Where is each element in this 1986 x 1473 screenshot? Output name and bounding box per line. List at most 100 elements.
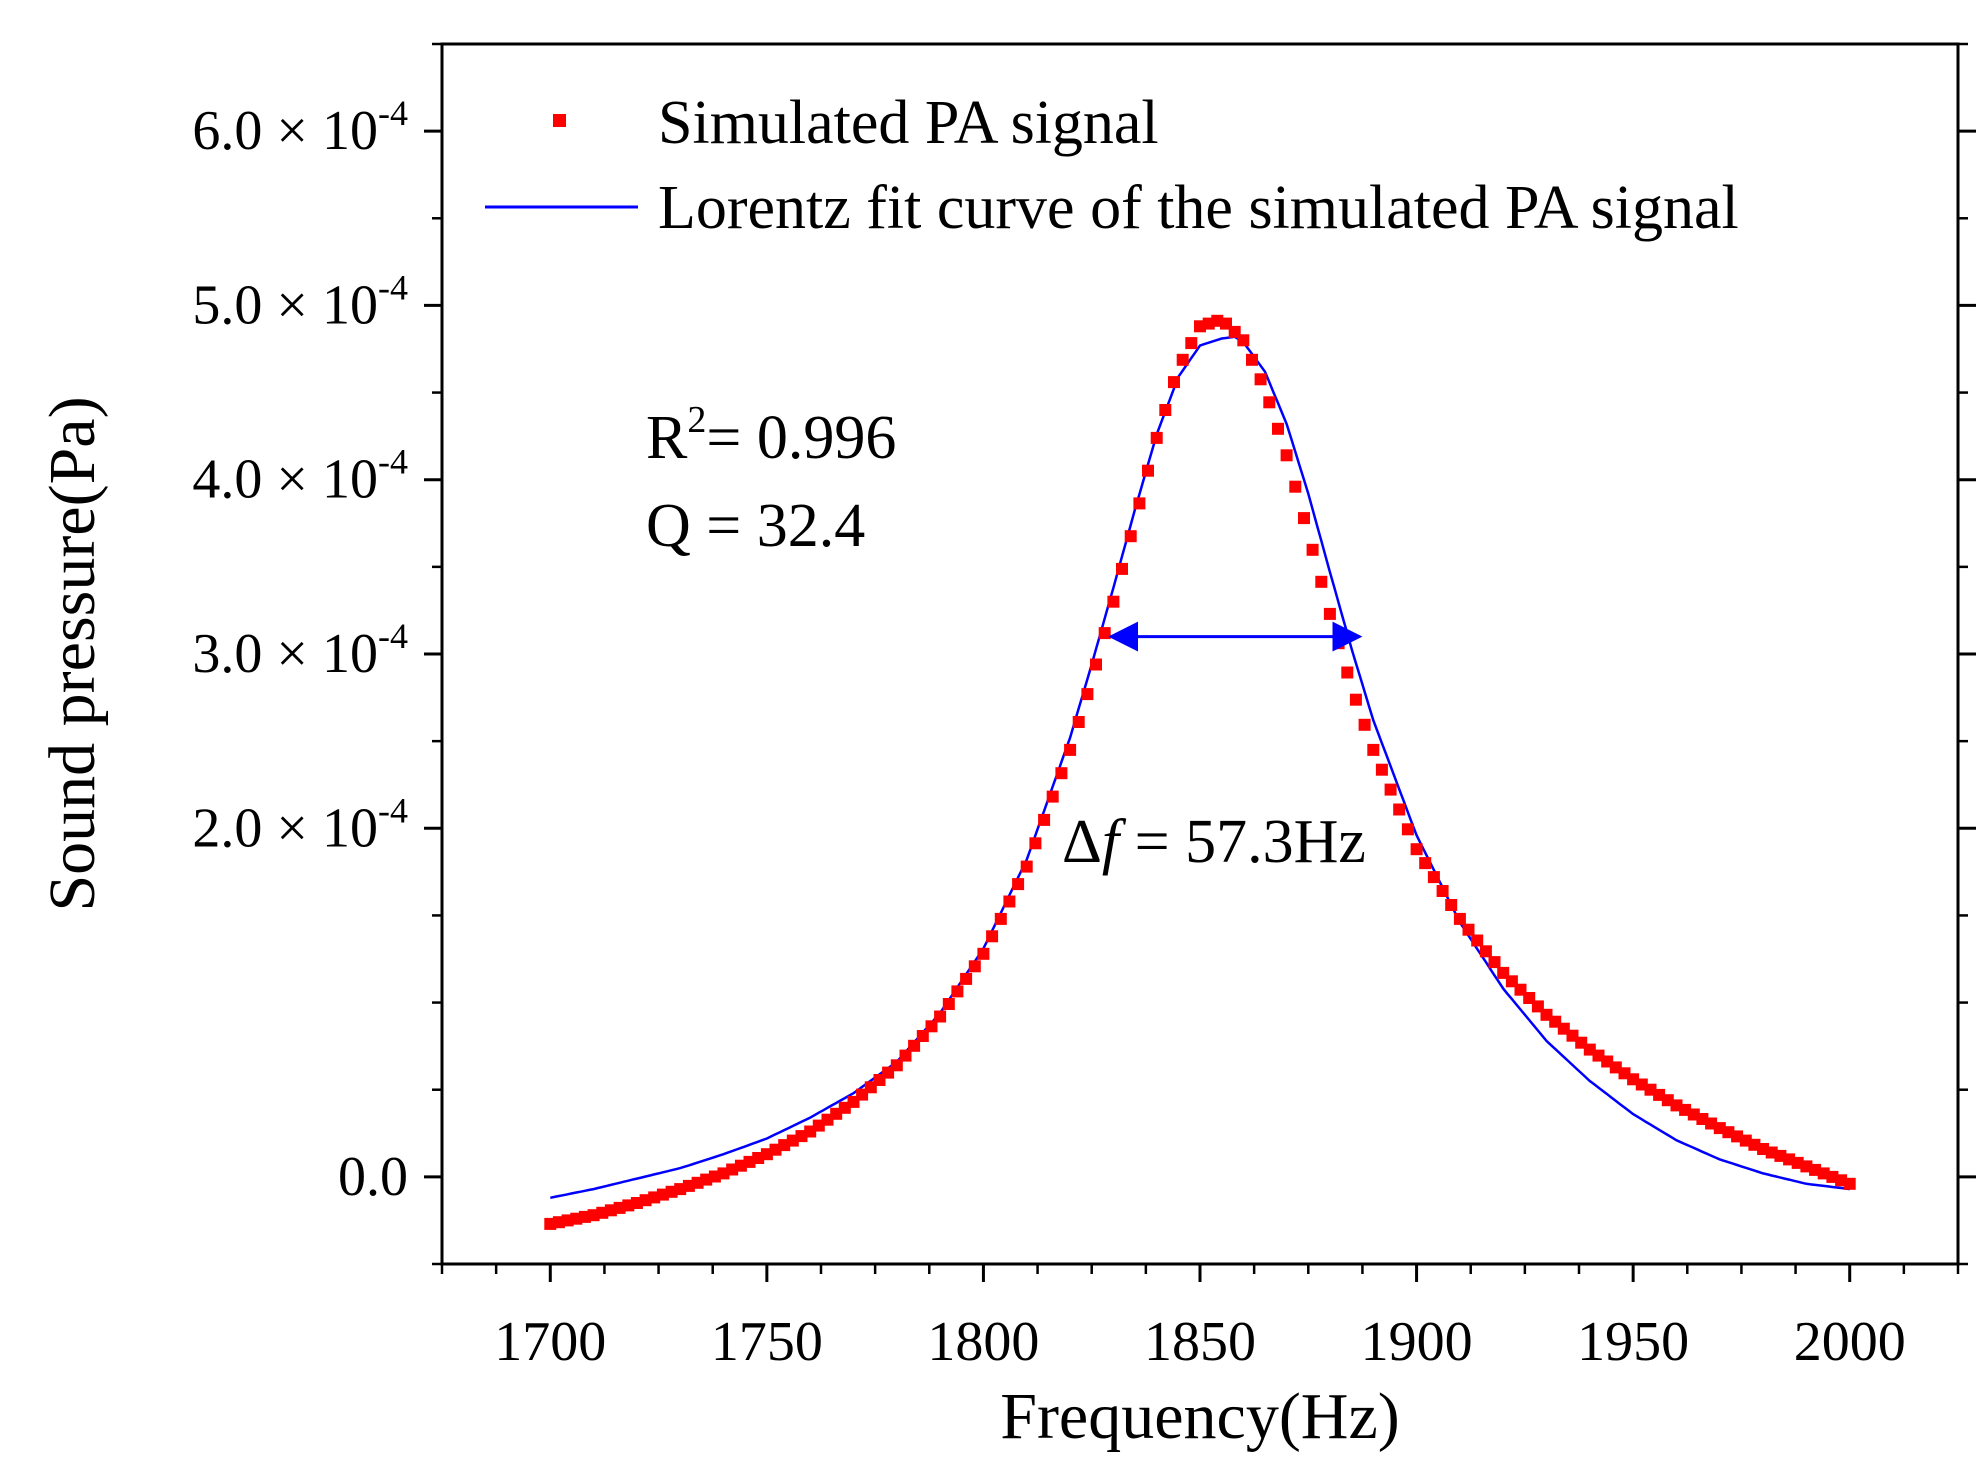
simulated-point <box>1332 637 1345 650</box>
simulated-point <box>1349 693 1362 706</box>
simulated-point <box>1159 404 1172 416</box>
simulated-point <box>908 1039 921 1052</box>
simulated-point <box>1176 353 1189 366</box>
y-tick-label: 3.0 × 10-4 <box>192 616 408 685</box>
simulated-point <box>1375 763 1388 776</box>
simulated-point <box>1107 595 1120 608</box>
y-tick-label: 2.0 × 10-4 <box>192 790 408 859</box>
simulated-point <box>1384 783 1397 796</box>
r2-letter: R <box>646 404 688 472</box>
simulated-point <box>1098 627 1111 640</box>
r2-value: = 0.996 <box>706 404 896 472</box>
simulated-point <box>1090 658 1102 671</box>
simulated-point <box>1843 1177 1856 1190</box>
ticks-layer: 1700 1750 1800 1850 1900 1950 2000 0.0 2.0 × 10-… <box>192 42 1976 1373</box>
simulated-point <box>1237 334 1250 347</box>
simulated-point <box>1124 530 1137 543</box>
x-tick-label: 1950 <box>1577 1311 1689 1373</box>
simulated-point <box>1064 743 1077 756</box>
delta-f-annotation: Δf = 57.3Hz <box>1062 808 1366 876</box>
simulated-point <box>960 972 973 985</box>
y-tick-label: 5.0 × 10-4 <box>192 267 408 336</box>
simulated-point <box>890 1059 903 1072</box>
simulated-point <box>1462 923 1475 936</box>
simulated-point <box>1298 512 1310 525</box>
legend-marker-simulated <box>553 114 566 127</box>
simulated-point <box>1012 878 1025 891</box>
simulated-point <box>1046 790 1059 803</box>
simulated-point <box>1401 823 1414 836</box>
simulated-point <box>1315 575 1328 588</box>
simulated-point <box>1272 422 1284 435</box>
simulated-point <box>916 1030 929 1042</box>
simulated-point <box>934 1010 947 1023</box>
simulated-point <box>986 930 999 943</box>
x-tick-label: 2000 <box>1794 1311 1906 1373</box>
simulated-point <box>994 912 1007 925</box>
simulated-point <box>1549 1015 1562 1028</box>
simulated-point <box>1142 464 1154 477</box>
simulated-point <box>1367 743 1380 756</box>
x-tick-label: 1900 <box>1361 1311 1473 1373</box>
simulated-point <box>1003 895 1016 908</box>
y-axis-title: Sound pressure(Pa) <box>36 396 109 911</box>
simulated-point <box>925 1020 938 1033</box>
x-tick-label: 1850 <box>1144 1311 1256 1373</box>
simulated-point <box>1254 373 1267 386</box>
simulated-point <box>1081 688 1094 701</box>
q-annotation: Q = 32.4 <box>646 492 865 560</box>
simulated-point <box>951 985 964 998</box>
simulated-point <box>1029 837 1042 850</box>
simulated-point <box>1341 666 1354 679</box>
simulated-point <box>1133 497 1146 510</box>
simulated-point <box>1453 912 1466 925</box>
simulated-point <box>1479 945 1492 958</box>
simulated-point <box>1471 934 1484 947</box>
simulated-point <box>1393 803 1406 816</box>
x-axis-title: Frequency(Hz) <box>1000 1380 1399 1453</box>
simulated-point <box>1427 871 1440 884</box>
simulated-point <box>1168 376 1180 389</box>
y-tick-label: 6.0 × 10-4 <box>192 93 408 162</box>
simulated-point <box>1055 767 1068 780</box>
simulated-point <box>942 998 955 1010</box>
legend-label-simulated: Simulated PA signal <box>658 89 1159 157</box>
simulated-point <box>1246 353 1258 366</box>
x-tick-label: 1700 <box>494 1311 606 1373</box>
simulated-point <box>1410 843 1423 856</box>
y-tick-label: 0.0 <box>338 1146 408 1208</box>
legend: Simulated PA signal Lorentz fit curve of… <box>485 89 1739 242</box>
simulated-point <box>977 947 990 960</box>
legend-label-lorentz: Lorentz fit curve of the simulated PA si… <box>658 174 1739 242</box>
y-tick-label: 4.0 × 10-4 <box>192 442 408 511</box>
simulated-point <box>899 1049 912 1062</box>
simulated-point <box>1488 956 1501 969</box>
simulated-point <box>1185 337 1198 350</box>
simulated-point <box>1263 396 1276 409</box>
simulated-point <box>1038 813 1051 826</box>
simulated-point <box>1306 543 1319 556</box>
simulated-point <box>1419 857 1432 870</box>
series-layer <box>544 314 1856 1230</box>
delta-value: = 57.3Hz <box>1119 808 1366 876</box>
r-squared-annotation: R2= 0.996 <box>646 399 896 472</box>
x-tick-label: 1800 <box>927 1311 1039 1373</box>
delta-symbol: Δ <box>1062 808 1102 876</box>
x-tick-label: 1750 <box>711 1311 823 1373</box>
simulated-point <box>1072 716 1085 728</box>
simulated-point <box>1323 607 1336 620</box>
simulated-point <box>1557 1022 1570 1035</box>
r2-superscript: 2 <box>687 399 706 441</box>
simulated-point <box>1020 860 1033 873</box>
simulated-point <box>1445 899 1458 911</box>
simulated-point <box>1280 449 1293 462</box>
simulated-point <box>1436 885 1449 897</box>
simulated-point <box>1289 480 1302 493</box>
simulated-point <box>968 960 981 973</box>
simulated-point <box>1358 718 1371 731</box>
simulated-point <box>1150 431 1163 444</box>
simulated-point <box>1116 562 1128 575</box>
lorentz-fit-line <box>550 335 1850 1200</box>
